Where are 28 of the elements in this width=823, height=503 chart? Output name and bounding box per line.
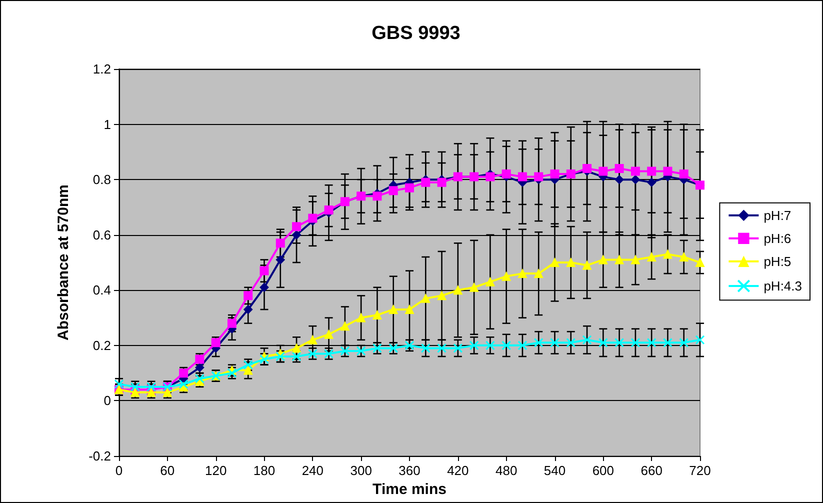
x-tick-label: 60	[160, 463, 175, 478]
x-tick-label: 180	[253, 463, 276, 478]
legend-label: pH:4.3	[764, 278, 802, 294]
legend-label: pH:6	[764, 230, 792, 246]
x-tick-label: 660	[640, 463, 662, 478]
x-tick-label: 720	[689, 463, 711, 478]
y-tick-label: 1.2	[92, 62, 111, 76]
legend-label: pH:5	[764, 254, 792, 269]
legend-label: pH:7	[764, 208, 792, 223]
y-axis-title: Absorbance at 570nm	[55, 184, 72, 340]
x-tick-label: 300	[350, 463, 372, 478]
x-axis-title: Time mins	[372, 481, 446, 498]
x-tick-label: 420	[447, 463, 469, 478]
x-tick-label: 240	[302, 463, 324, 478]
x-tick-label: 360	[398, 463, 420, 478]
y-tick-label: 0.6	[92, 227, 111, 242]
x-tick-label: 540	[544, 463, 566, 478]
y-tick-label: 0.4	[92, 282, 111, 298]
y-tick-label: 0.2	[92, 338, 111, 353]
chart-title: GBS 9993	[372, 23, 460, 44]
x-tick-label: 600	[592, 463, 614, 478]
x-tick-label: 120	[204, 463, 227, 478]
y-tick-label: 1	[104, 116, 111, 132]
y-tick-label: 0	[104, 393, 111, 408]
x-tick-label: 480	[495, 463, 518, 478]
y-tick-label: 0.8	[92, 172, 111, 188]
x-tick-label: 0	[115, 463, 123, 478]
y-tick-label: -0.2	[88, 448, 111, 464]
